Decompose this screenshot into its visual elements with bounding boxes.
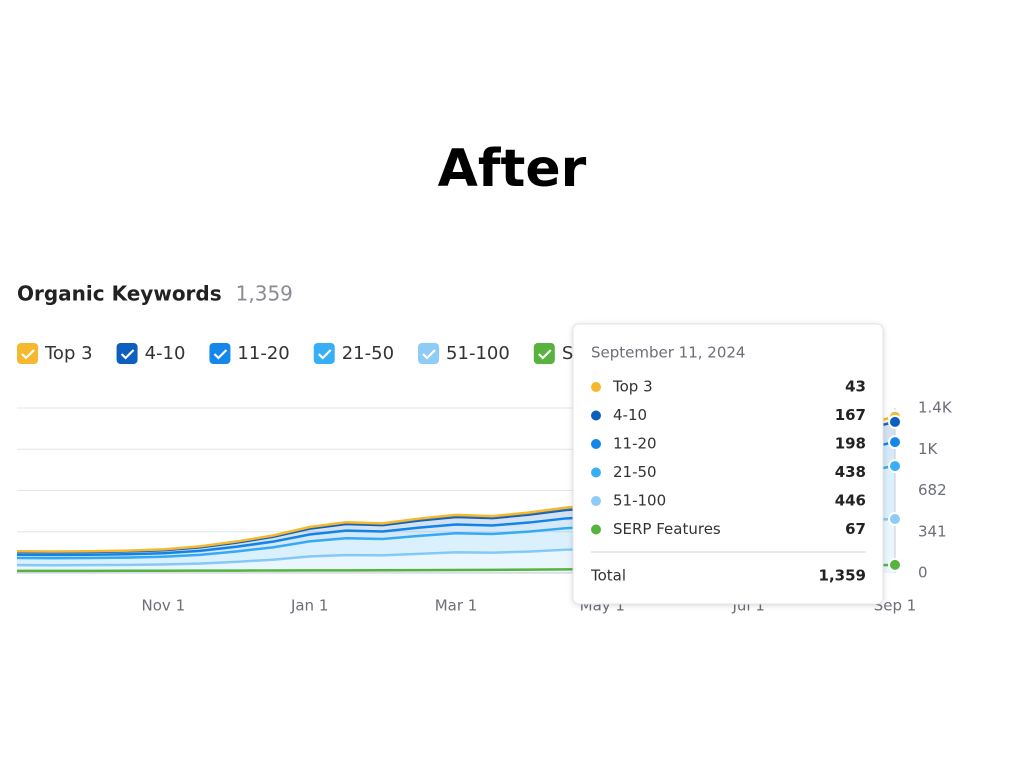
legend-checkbox[interactable] bbox=[209, 343, 231, 364]
hover-dot bbox=[888, 459, 902, 474]
legend-checkbox[interactable] bbox=[533, 343, 555, 364]
tooltip-dot bbox=[591, 382, 601, 392]
tooltip-value: 43 bbox=[845, 378, 866, 396]
y-tick-label: 682 bbox=[918, 481, 947, 499]
tooltip-date: September 11, 2024 bbox=[591, 344, 745, 362]
tooltip-dot bbox=[591, 524, 601, 535]
legend-label[interactable]: 11-20 bbox=[237, 343, 289, 364]
check-mark bbox=[538, 349, 552, 360]
tooltip-dot bbox=[591, 439, 601, 449]
tooltip-name: 11-20 bbox=[613, 435, 657, 453]
tooltip-name: 21-50 bbox=[613, 463, 657, 481]
tooltip: September 11, 2024 Top 3 43 4-10 167 11-20 198… bbox=[572, 323, 884, 605]
check-mark bbox=[422, 349, 436, 360]
legend-label[interactable]: 4-10 bbox=[145, 343, 186, 364]
y-tick-label: 1K bbox=[918, 440, 939, 458]
tooltip-dot bbox=[591, 467, 601, 478]
tooltip-value: 198 bbox=[835, 435, 866, 453]
page-heading: After bbox=[438, 139, 587, 199]
y-tick-label: 1.4K bbox=[918, 399, 953, 417]
check-mark bbox=[21, 349, 35, 360]
x-tick-label: Sep 1 bbox=[874, 597, 917, 615]
tooltip-box bbox=[572, 323, 884, 605]
x-tick-label: Nov 1 bbox=[142, 597, 186, 615]
hover-dot bbox=[888, 435, 902, 450]
keyword-count: 1,359 bbox=[236, 282, 293, 306]
check-mark bbox=[317, 349, 332, 360]
legend-checkbox[interactable] bbox=[17, 343, 38, 364]
tooltip-total: 1,359 bbox=[819, 567, 866, 585]
x-tick-label: Mar 1 bbox=[435, 597, 478, 615]
legend-label[interactable]: 51-100 bbox=[446, 343, 510, 364]
tooltip-dot bbox=[591, 496, 601, 506]
y-tick-label: 0 bbox=[918, 564, 928, 582]
chart-title: Organic Keywords bbox=[17, 282, 222, 306]
hover-dot bbox=[888, 512, 902, 527]
tooltip-value: 167 bbox=[835, 406, 866, 424]
tooltip-name: 51-100 bbox=[613, 492, 666, 510]
x-tick-label: Jan 1 bbox=[290, 597, 328, 615]
check-mark bbox=[120, 349, 135, 360]
tooltip-value: 446 bbox=[835, 492, 866, 510]
legend-checkbox[interactable] bbox=[116, 343, 138, 364]
hover-dot bbox=[888, 557, 902, 572]
legend-checkbox[interactable] bbox=[418, 343, 440, 364]
tooltip-total-label: Total bbox=[590, 567, 626, 585]
tooltip-dot bbox=[591, 410, 601, 421]
legend-checkbox[interactable] bbox=[313, 343, 335, 364]
tooltip-value: 438 bbox=[835, 463, 866, 481]
legend-label[interactable]: Top 3 bbox=[44, 343, 93, 364]
tooltip-name: 4-10 bbox=[613, 406, 647, 424]
check-mark bbox=[213, 349, 228, 360]
tooltip-name: Top 3 bbox=[612, 378, 653, 396]
hover-dot bbox=[888, 414, 902, 429]
tooltip-value: 67 bbox=[845, 520, 866, 538]
tooltip-name: SERP Features bbox=[613, 520, 721, 538]
y-tick-label: 341 bbox=[918, 522, 947, 540]
legend-label[interactable]: 21-50 bbox=[342, 343, 394, 364]
